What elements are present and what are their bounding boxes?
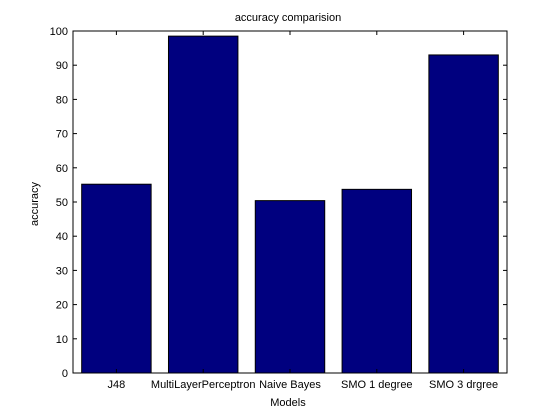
y-tick-label: 80 — [56, 94, 68, 106]
chart-title: accuracy comparision — [235, 12, 341, 24]
bar — [81, 183, 152, 374]
y-tick-label: 30 — [56, 265, 68, 277]
axes-group: 0 10 20 30 40 50 60 70 80 90 100 J48 MultiLayerPerce… — [50, 26, 508, 391]
x-tick-label: SMO 1 degree — [341, 379, 413, 391]
y-axis-label: accuracy — [29, 181, 41, 226]
x-tick-label: Naive Bayes — [259, 379, 321, 391]
bar — [254, 200, 326, 374]
x-tick-label: J48 — [108, 379, 126, 391]
y-tick-label: 0 — [62, 368, 68, 380]
x-axis-label: Models — [270, 397, 306, 409]
y-tick-label: 100 — [50, 26, 68, 38]
bar — [167, 35, 239, 374]
bars-group — [73, 31, 507, 374]
y-tick-label: 50 — [56, 197, 68, 209]
y-tick-label: 90 — [56, 60, 68, 72]
x-tick-label: MultiLayerPerceptron — [151, 379, 256, 391]
y-tick-label: 60 — [56, 163, 68, 175]
x-tick-label: SMO 3 drgree — [429, 379, 498, 391]
y-tick-label: 20 — [56, 300, 68, 312]
y-tick-label: 70 — [56, 129, 68, 141]
bar — [341, 188, 413, 374]
y-tick-label: 40 — [56, 231, 68, 243]
y-tick-label: 10 — [56, 334, 68, 346]
bar — [428, 54, 499, 374]
